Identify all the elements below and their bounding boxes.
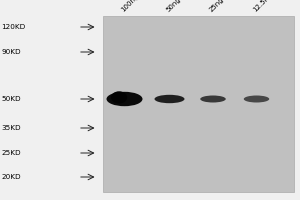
Text: 90KD: 90KD: [2, 49, 21, 55]
Text: 50KD: 50KD: [2, 96, 21, 102]
Ellipse shape: [111, 91, 127, 104]
Ellipse shape: [200, 96, 226, 102]
Ellipse shape: [244, 96, 269, 102]
Bar: [103, 16, 294, 192]
Text: 50ng: 50ng: [165, 0, 182, 13]
Text: 20KD: 20KD: [2, 174, 21, 180]
Text: 12.5ng: 12.5ng: [252, 0, 274, 13]
Text: 35KD: 35KD: [2, 125, 21, 131]
Text: 25ng: 25ng: [209, 0, 226, 13]
Text: 120KD: 120KD: [2, 24, 26, 30]
Text: 100ng: 100ng: [120, 0, 140, 13]
Text: 25KD: 25KD: [2, 150, 21, 156]
Ellipse shape: [154, 95, 184, 103]
Ellipse shape: [106, 92, 142, 106]
